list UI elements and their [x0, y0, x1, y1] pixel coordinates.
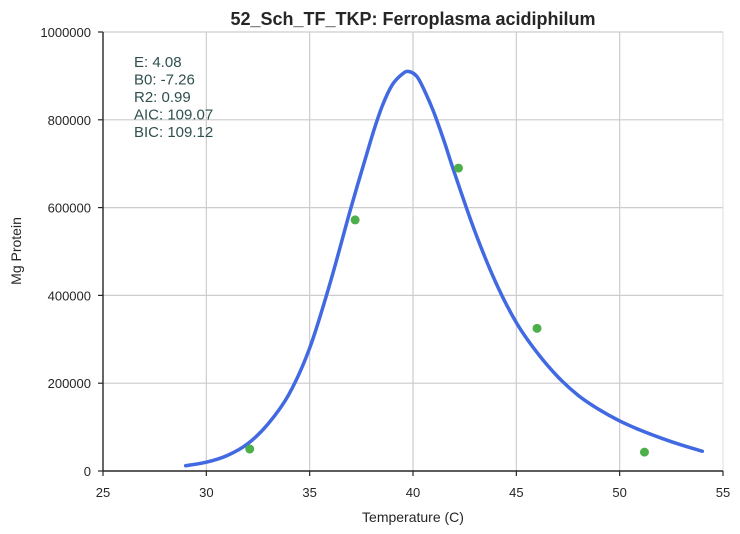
chart-title: 52_Sch_TF_TKP: Ferroplasma acidiphilum [230, 9, 595, 29]
data-point [639, 447, 649, 457]
data-point [350, 215, 360, 225]
data-points-layer [245, 163, 649, 457]
x-tick-label: 30 [199, 485, 213, 500]
annotation-bic: BIC: 109.12 [134, 124, 213, 141]
x-tick-label: 40 [406, 485, 420, 500]
x-tick-label: 45 [509, 485, 523, 500]
y-tick-label: 400000 [48, 288, 91, 303]
y-tick-label: 600000 [48, 201, 91, 216]
data-point [453, 163, 463, 173]
tick-labels: 25 30 35 40 45 50 55 0 200000 400000 600000 800000 1… [40, 25, 730, 500]
x-tick-label: 35 [302, 485, 316, 500]
grid [103, 31, 724, 471]
y-tick-label: 0 [84, 464, 91, 479]
data-point [245, 444, 255, 454]
data-point [532, 323, 542, 333]
y-axis-label: Mg Protein [8, 217, 24, 285]
axes [98, 31, 724, 476]
y-tick-label: 1000000 [40, 25, 91, 40]
fit-curve [183, 69, 705, 468]
x-tick-label: 25 [96, 485, 110, 500]
y-tick-label: 800000 [48, 113, 91, 128]
fit-curve-layer [183, 69, 705, 468]
annotation-aic: AIC: 109.07 [134, 107, 213, 124]
x-tick-label: 55 [716, 485, 730, 500]
annotation-b0: B0: -7.26 [134, 72, 195, 89]
x-tick-label: 50 [612, 485, 626, 500]
fit-annotations: E: 4.08 B0: -7.26 R2: 0.99 AIC: 109.07 B… [134, 54, 213, 141]
annotation-r2: R2: 0.99 [134, 89, 191, 106]
y-tick-label: 200000 [48, 376, 91, 391]
annotation-e: E: 4.08 [134, 54, 182, 71]
x-axis-label: Temperature (C) [362, 509, 464, 525]
